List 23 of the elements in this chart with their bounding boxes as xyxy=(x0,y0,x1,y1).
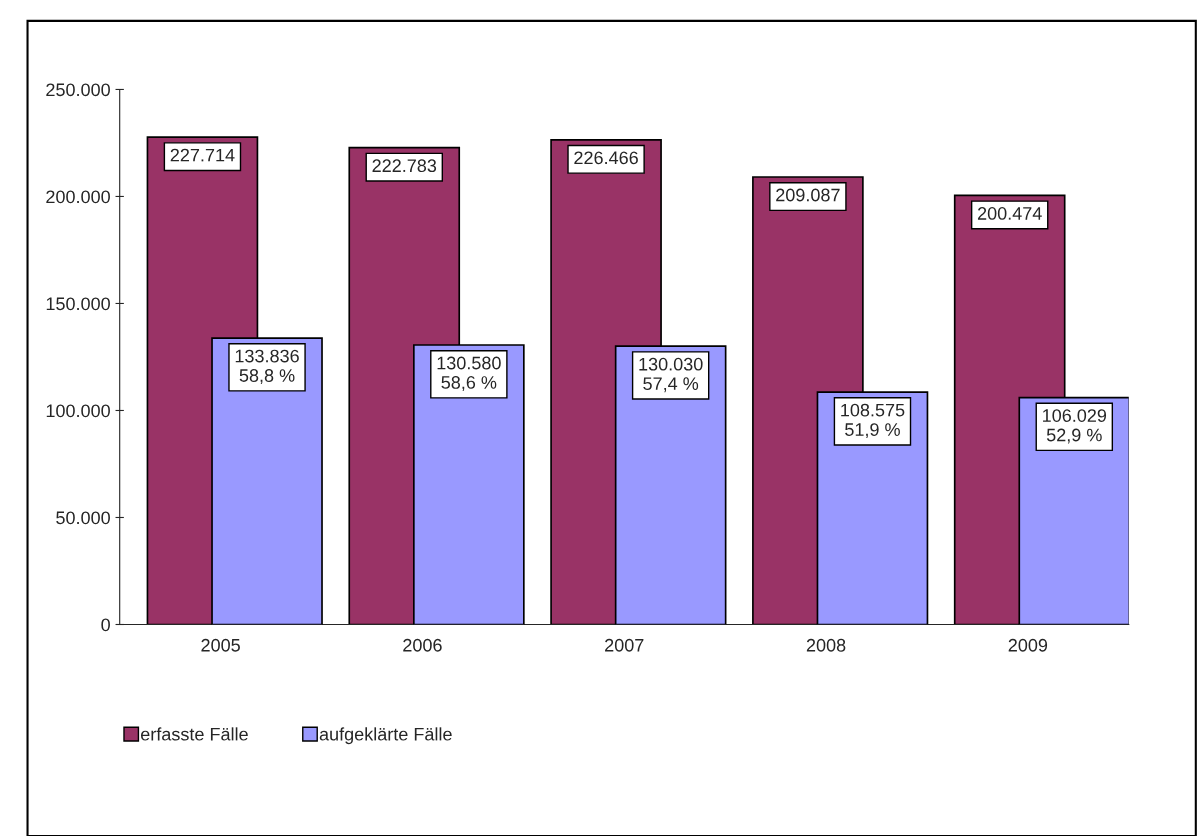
data-label: 209.087 xyxy=(776,188,840,202)
x-tick-label: 2007 xyxy=(605,638,644,652)
x-tick-label: 2006 xyxy=(403,638,442,652)
data-label: 227.714 xyxy=(170,148,235,162)
data-label: 200.474 xyxy=(977,207,1042,220)
y-tick-label: 0 xyxy=(101,618,110,632)
legend-label: aufgeklärte Fälle xyxy=(319,727,452,745)
x-tick-label: 2005 xyxy=(201,638,240,652)
data-label: 108.575 51,9 % xyxy=(841,403,905,439)
y-tick-label: 50.000 xyxy=(56,511,110,525)
data-label: 130.030 57,4 % xyxy=(639,357,703,393)
legend-label: erfasste Fälle xyxy=(141,727,248,741)
data-label: 130.580 58,6 % xyxy=(437,356,501,391)
y-tick-label: 100.000 xyxy=(46,404,110,418)
y-tick-label: 250.000 xyxy=(46,83,110,97)
data-label: 106.029 52,9 % xyxy=(1043,409,1107,444)
y-tick-label: 150.000 xyxy=(46,297,110,311)
data-label: 226.466 xyxy=(574,151,638,165)
x-tick-label: 2009 xyxy=(1008,638,1048,652)
y-tick-label: 200.000 xyxy=(46,190,110,204)
x-tick-label: 2008 xyxy=(806,638,846,652)
data-label: 133.836 58,8 % xyxy=(235,349,299,385)
data-label: 222.783 xyxy=(372,159,437,173)
